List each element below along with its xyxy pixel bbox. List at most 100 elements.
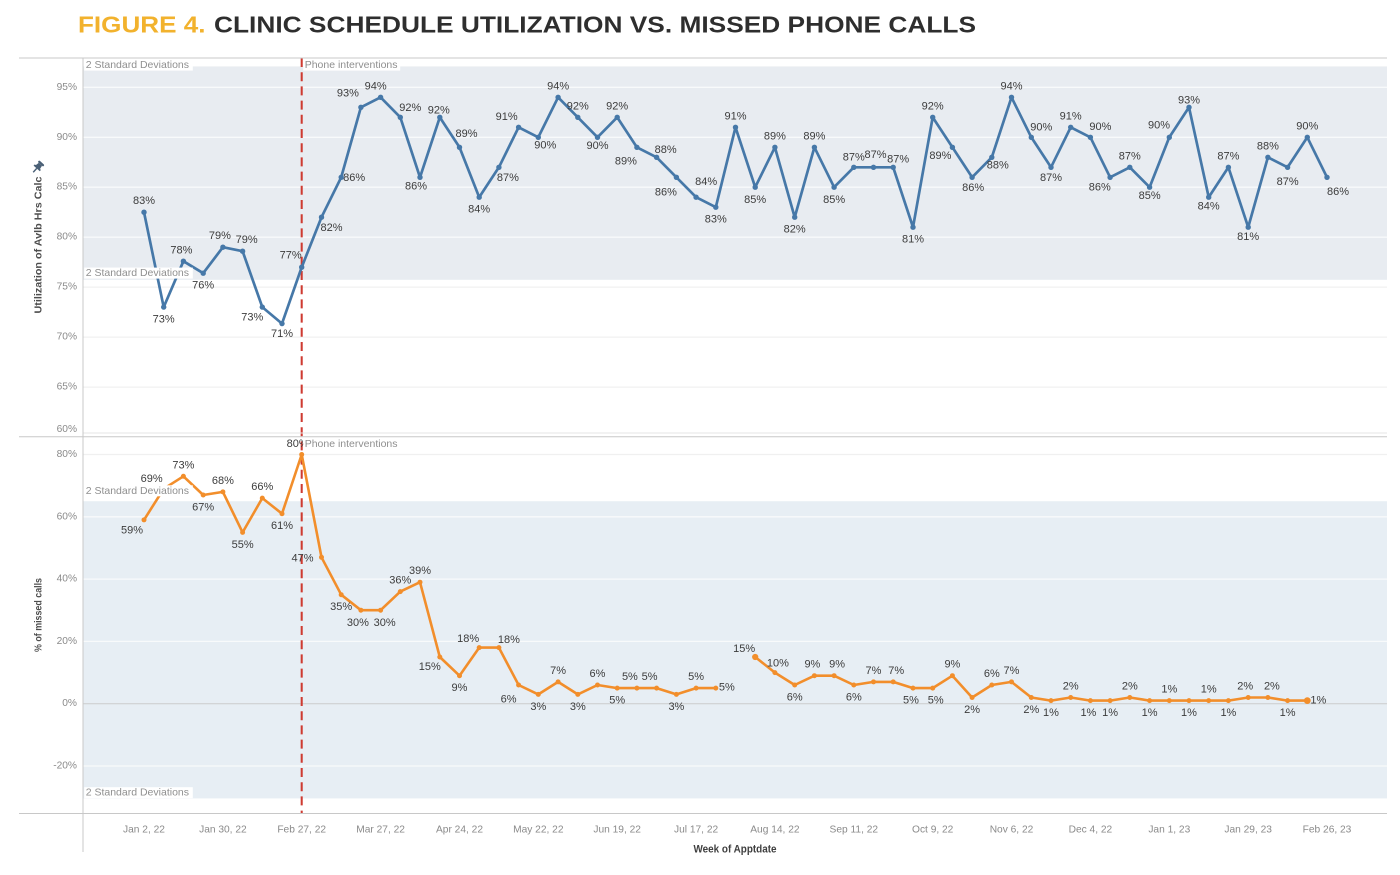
svg-text:Dec 4, 22: Dec 4, 22 [1069,825,1113,836]
svg-text:May 22, 22: May 22, 22 [513,825,564,836]
svg-text:69%: 69% [141,473,163,485]
svg-text:47%: 47% [291,552,313,564]
svg-text:87%: 87% [1040,172,1062,184]
svg-text:89%: 89% [803,130,825,142]
svg-text:2 Standard Deviations: 2 Standard Deviations [86,59,189,71]
svg-text:90%: 90% [1030,121,1052,133]
svg-text:92%: 92% [606,100,628,112]
svg-text:83%: 83% [133,195,155,207]
svg-text:76%: 76% [192,280,214,292]
svg-text:66%: 66% [251,481,273,493]
svg-text:6%: 6% [984,668,1000,680]
svg-text:71%: 71% [271,328,293,340]
svg-text:6%: 6% [846,692,862,704]
svg-text:86%: 86% [405,180,427,192]
svg-text:1%: 1% [1220,707,1236,719]
svg-text:10%: 10% [767,658,789,670]
svg-text:39%: 39% [409,565,431,577]
svg-text:Phone interventions: Phone interventions [305,438,398,450]
svg-text:% of missed calls: % of missed calls [33,578,45,652]
svg-text:2 Standard Deviations: 2 Standard Deviations [86,485,189,497]
svg-text:89%: 89% [764,130,786,142]
svg-text:5%: 5% [928,695,944,707]
svg-text:94%: 94% [1000,80,1022,92]
svg-text:77%: 77% [280,250,302,262]
svg-text:60%: 60% [57,424,77,435]
svg-text:1%: 1% [1102,707,1118,719]
svg-text:20%: 20% [57,636,77,647]
svg-text:-20%: -20% [53,761,77,772]
svg-text:92%: 92% [399,102,421,114]
svg-text:73%: 73% [153,314,175,326]
svg-text:85%: 85% [57,182,77,193]
svg-text:88%: 88% [987,160,1009,172]
svg-text:91%: 91% [724,110,746,122]
svg-text:6%: 6% [590,668,606,680]
svg-text:Jan 1, 23: Jan 1, 23 [1148,825,1190,836]
svg-text:1%: 1% [1043,707,1059,719]
svg-text:87%: 87% [887,153,909,165]
svg-text:Feb 27, 22: Feb 27, 22 [277,825,326,836]
svg-text:Jan 29, 23: Jan 29, 23 [1224,825,1272,836]
svg-text:94%: 94% [547,80,569,92]
svg-text:1%: 1% [1280,707,1296,719]
svg-text:90%: 90% [586,140,608,152]
svg-text:5%: 5% [719,682,735,694]
svg-text:9%: 9% [452,682,468,694]
svg-text:1%: 1% [1310,695,1326,707]
svg-text:85%: 85% [823,194,845,206]
svg-text:83%: 83% [705,214,727,226]
svg-text:36%: 36% [389,575,411,587]
svg-text:84%: 84% [468,204,490,216]
svg-text:2%: 2% [1264,681,1280,693]
svg-text:87%: 87% [843,151,865,163]
svg-text:1%: 1% [1080,707,1096,719]
svg-text:92%: 92% [922,100,944,112]
svg-text:15%: 15% [733,643,755,655]
svg-text:2%: 2% [1122,681,1138,693]
svg-text:85%: 85% [744,194,766,206]
svg-text:92%: 92% [567,100,589,112]
svg-text:30%: 30% [374,617,396,629]
svg-text:93%: 93% [337,87,359,99]
svg-text:Apr 24, 22: Apr 24, 22 [436,825,483,836]
svg-text:93%: 93% [1178,94,1200,106]
svg-text:1%: 1% [1161,684,1177,696]
svg-text:1%: 1% [1201,684,1217,696]
svg-text:80%: 80% [57,449,77,460]
svg-text:92%: 92% [428,104,450,116]
svg-text:90%: 90% [57,132,77,143]
svg-text:91%: 91% [1060,110,1082,122]
svg-text:86%: 86% [1089,181,1111,193]
svg-text:2%: 2% [1023,704,1039,716]
svg-text:90%: 90% [534,139,556,151]
svg-text:Jun 19, 22: Jun 19, 22 [593,825,641,836]
svg-text:88%: 88% [655,144,677,156]
svg-text:2%: 2% [1237,681,1253,693]
svg-text:5%: 5% [688,671,704,683]
svg-text:Nov 6, 22: Nov 6, 22 [990,825,1034,836]
svg-text:Oct 9, 22: Oct 9, 22 [912,825,954,836]
svg-text:18%: 18% [457,633,479,645]
svg-text:87%: 87% [497,172,519,184]
svg-text:87%: 87% [1277,176,1299,188]
svg-text:1%: 1% [1142,707,1158,719]
svg-text:Feb 26, 23: Feb 26, 23 [1303,825,1352,836]
svg-text:75%: 75% [57,282,77,293]
svg-text:Phone interventions: Phone interventions [305,59,398,71]
svg-text:87%: 87% [1119,150,1141,162]
svg-text:89%: 89% [455,128,477,140]
svg-text:Jan 30, 22: Jan 30, 22 [199,825,247,836]
svg-text:82%: 82% [320,222,342,234]
svg-text:6%: 6% [787,692,803,704]
svg-text:5%: 5% [642,671,658,683]
svg-text:Utilization of Avlb Hrs Calc: Utilization of Avlb Hrs Calc [33,176,45,313]
svg-text:78%: 78% [170,245,192,257]
svg-text:1%: 1% [1181,707,1197,719]
svg-text:6%: 6% [501,694,517,706]
svg-text:94%: 94% [365,80,387,92]
svg-text:68%: 68% [212,475,234,487]
svg-text:18%: 18% [498,634,520,646]
svg-text:35%: 35% [330,601,352,613]
svg-text:86%: 86% [1327,186,1349,198]
